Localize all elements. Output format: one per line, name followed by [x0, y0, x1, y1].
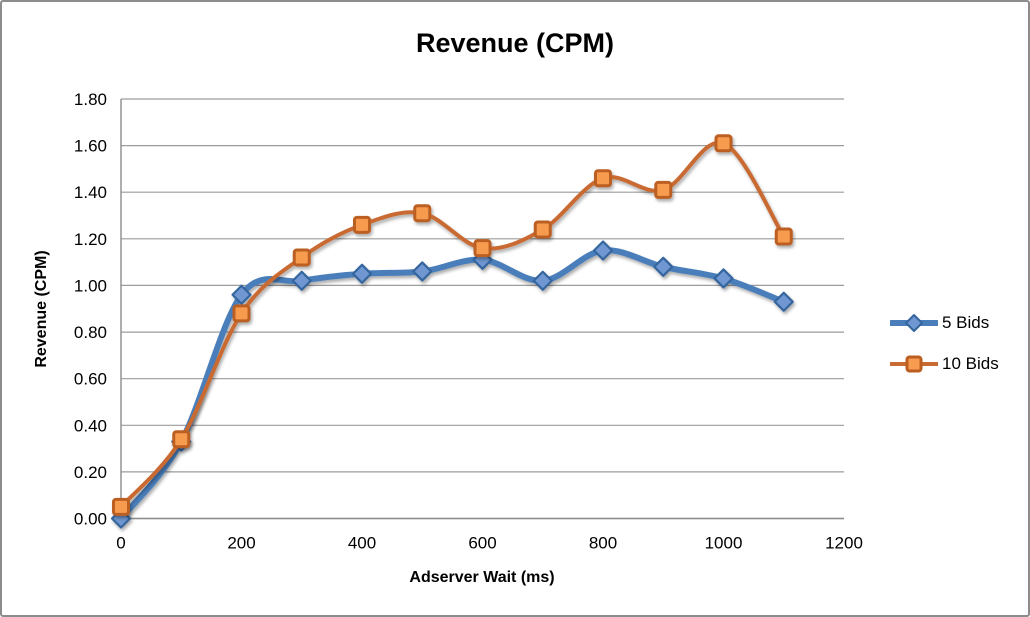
data-point-marker	[533, 220, 552, 239]
data-point-marker	[353, 215, 371, 234]
series-10-bids	[112, 134, 793, 516]
x-tick-label: 1200	[825, 534, 863, 553]
legend-marker-5-bids	[890, 314, 938, 332]
x-tick-label: 0	[116, 534, 125, 553]
series-line	[118, 247, 787, 522]
y-tick-label: 1.20	[74, 230, 107, 249]
y-tick-label: 1.00	[74, 276, 107, 295]
chart-title: Revenue (CPM)	[415, 28, 615, 58]
x-axis-title: Adserver Wait (ms)	[409, 569, 555, 586]
data-point-marker	[413, 204, 432, 223]
legend: 5 Bids 10 Bids	[890, 307, 999, 380]
legend-square-marker	[905, 355, 923, 373]
data-point-marker	[412, 261, 433, 282]
y-tick-label: 0.40	[74, 416, 107, 435]
y-tick-label: 0.80	[74, 323, 107, 342]
legend-marker-10-bids	[890, 355, 938, 373]
series-5-bids	[110, 240, 794, 529]
data-point-marker	[594, 169, 612, 188]
data-point-marker	[351, 263, 373, 284]
data-point-marker	[654, 180, 673, 199]
x-tick-label: 600	[468, 534, 496, 553]
legend-label-5-bids: 5 Bids	[942, 313, 990, 332]
y-tick-label: 0.20	[74, 463, 107, 482]
x-tick-label: 400	[348, 534, 376, 553]
data-point-marker	[773, 291, 794, 312]
x-tick-label: 800	[589, 534, 617, 553]
legend-entry-10-bids: 10 Bids	[890, 348, 999, 380]
data-point-marker	[592, 240, 614, 261]
data-point-marker	[292, 248, 311, 267]
data-point-marker	[473, 239, 492, 258]
data-point-marker	[231, 284, 252, 305]
y-tick-label: 1.40	[74, 183, 107, 202]
data-point-marker	[291, 270, 312, 291]
data-point-marker	[172, 430, 191, 449]
y-tick-label: 1.80	[74, 90, 107, 109]
grid-layer: 0.00 0.20 0.40 0.60 0.80 1.00 1.20 1.40 1.60 1.80…	[74, 90, 863, 553]
data-point-marker	[713, 268, 734, 289]
y-tick-label: 0.00	[74, 510, 107, 529]
data-point-marker	[532, 270, 553, 291]
legend-entry-5-bids: 5 Bids	[890, 307, 999, 339]
legend-label-10-bids: 10 Bids	[942, 354, 999, 373]
y-tick-label: 0.60	[74, 370, 107, 389]
x-tick-label: 1000	[705, 534, 743, 553]
data-point-marker	[774, 227, 793, 246]
series-line	[119, 140, 786, 509]
y-axis-title: Revenue (CPM)	[33, 250, 50, 368]
series-layer	[110, 134, 794, 529]
data-point-marker	[232, 304, 251, 323]
data-point-marker	[112, 497, 130, 516]
data-point-marker	[714, 134, 733, 153]
x-tick-label: 200	[227, 534, 255, 553]
y-tick-label: 1.60	[74, 137, 107, 156]
data-point-marker	[653, 256, 674, 277]
legend-diamond-marker	[905, 314, 923, 332]
